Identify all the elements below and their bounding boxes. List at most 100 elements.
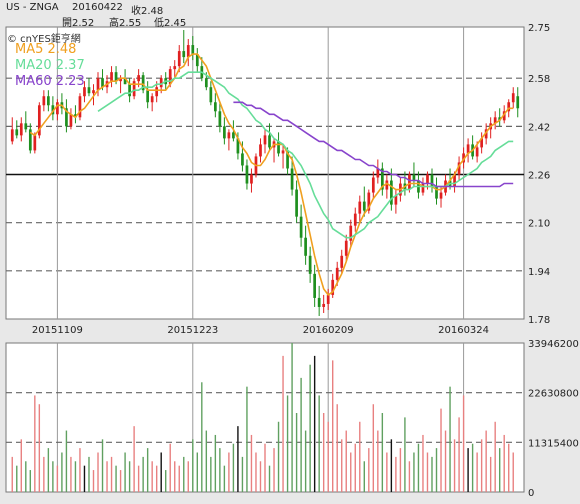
candle-body	[507, 102, 511, 112]
candle-body	[150, 96, 154, 103]
candle-body	[209, 87, 213, 103]
candle-body	[493, 117, 497, 124]
candle-body	[51, 105, 55, 115]
candle-body	[177, 51, 181, 67]
candle-body	[313, 273, 316, 298]
legend-ma5: MA5 2.48	[15, 42, 77, 57]
candle-body	[47, 96, 50, 106]
candle-body	[101, 78, 104, 88]
ma60-line	[233, 101, 514, 188]
candle-body	[119, 78, 122, 82]
candle-body	[295, 189, 298, 217]
candle-body	[195, 54, 199, 67]
candle-body	[380, 168, 384, 190]
candle-body	[358, 201, 362, 214]
candle-body	[308, 255, 312, 274]
candle-body	[390, 180, 393, 205]
candle-body	[453, 174, 456, 187]
candle-body	[263, 135, 267, 145]
volume-grid	[6, 392, 524, 443]
price-tick-label: 1.94	[528, 267, 550, 278]
candle-body	[480, 138, 483, 148]
volume-bars	[11, 343, 514, 492]
header-symbol: US - ZNGA	[6, 2, 59, 13]
candle-body	[322, 303, 326, 307]
candle-body	[502, 111, 506, 121]
candle-body	[37, 105, 41, 136]
price-tick-label: 1.78	[528, 315, 550, 326]
candle-body	[223, 126, 226, 139]
candle-body	[462, 153, 465, 163]
candle-body	[457, 162, 461, 175]
candle-body	[340, 255, 344, 268]
candle-body	[412, 174, 416, 181]
candle-body	[371, 177, 375, 193]
candle-body	[484, 129, 488, 139]
candle-body	[56, 102, 59, 115]
candle-body	[65, 108, 68, 127]
candle-body	[385, 180, 389, 190]
brand-label: © cnYES鉅亨網	[7, 34, 81, 45]
date-tick-label: 20160209	[303, 325, 354, 336]
candle-body	[173, 66, 177, 70]
candle-body	[110, 72, 113, 82]
candle-body	[259, 144, 262, 157]
candle-body	[218, 111, 222, 127]
header-date: 20160422	[72, 2, 123, 13]
price-tick-label: 2.58	[528, 74, 550, 85]
volume-axis: 33946200 22630800 11315400 0	[528, 339, 579, 499]
candle-body	[511, 93, 515, 103]
candle-body	[317, 297, 321, 307]
candle-body	[92, 90, 95, 94]
candle-body	[33, 135, 37, 151]
candle-body	[331, 279, 335, 295]
candle-body	[10, 129, 14, 142]
candle-body	[204, 78, 208, 88]
price-tick-label: 2.26	[528, 171, 550, 182]
header-low: 低2.45	[154, 18, 187, 29]
candle-body	[186, 45, 190, 58]
candle-body	[516, 96, 520, 109]
candle-body	[349, 225, 353, 241]
candle-body	[83, 87, 86, 97]
candle-body	[232, 132, 235, 139]
candle-body	[69, 114, 73, 127]
candle-body	[182, 51, 186, 58]
header-close: 收2.48	[131, 6, 164, 17]
candle-body	[42, 96, 46, 106]
candle-body	[426, 174, 429, 184]
candle-body	[281, 150, 285, 154]
candle-body	[236, 138, 240, 154]
candle-body	[96, 78, 100, 91]
legend-ma20: MA20 2.37	[15, 58, 85, 73]
price-axis: 2.75 2.58 2.42 2.26 2.10 1.94 1.78	[528, 23, 550, 326]
candle-body	[128, 84, 131, 97]
candle-body	[466, 144, 470, 154]
price-tick-label: 2.42	[528, 122, 550, 133]
candle-body	[430, 174, 434, 187]
candle-body	[344, 240, 348, 256]
candle-body	[421, 183, 425, 193]
candle-body	[475, 147, 479, 157]
candle-body	[290, 168, 294, 190]
volume-tick-label: 11315400	[528, 438, 579, 449]
candle-body	[15, 129, 19, 136]
candle-body	[24, 123, 28, 130]
candle-body	[299, 216, 303, 238]
candle-body	[408, 174, 411, 190]
candle-body	[353, 213, 357, 226]
candle-body	[19, 123, 23, 136]
date-tick-label: 20151109	[32, 325, 83, 336]
candle-body	[123, 78, 127, 85]
candle-body	[362, 201, 366, 211]
candle-body	[28, 129, 32, 151]
candle-body	[159, 78, 163, 88]
candle-body	[335, 267, 339, 280]
candle-body	[74, 114, 77, 118]
candle-body	[245, 165, 249, 184]
volume-tick-label: 33946200	[528, 339, 579, 350]
candle-body	[141, 75, 145, 91]
legend-ma60: MA60 2.23	[15, 74, 85, 89]
